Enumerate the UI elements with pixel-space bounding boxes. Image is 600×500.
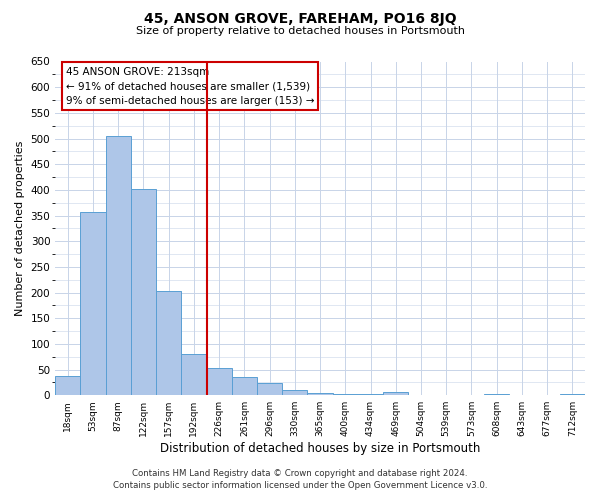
Text: Contains HM Land Registry data © Crown copyright and database right 2024.
Contai: Contains HM Land Registry data © Crown c… <box>113 468 487 490</box>
Y-axis label: Number of detached properties: Number of detached properties <box>15 140 25 316</box>
Bar <box>282 390 307 395</box>
Bar <box>55 376 80 395</box>
Bar <box>358 394 383 395</box>
Bar <box>156 291 181 395</box>
Text: Size of property relative to detached houses in Portsmouth: Size of property relative to detached ho… <box>136 26 464 36</box>
Bar <box>332 394 358 395</box>
Bar <box>80 212 106 395</box>
Bar <box>257 384 282 395</box>
Bar <box>560 394 585 395</box>
Bar <box>307 392 332 395</box>
Bar <box>181 354 206 395</box>
Bar <box>131 190 156 395</box>
Bar <box>232 377 257 395</box>
Bar <box>206 368 232 395</box>
Bar <box>383 392 409 395</box>
Bar <box>484 394 509 395</box>
X-axis label: Distribution of detached houses by size in Portsmouth: Distribution of detached houses by size … <box>160 442 480 455</box>
Text: 45 ANSON GROVE: 213sqm
← 91% of detached houses are smaller (1,539)
9% of semi-d: 45 ANSON GROVE: 213sqm ← 91% of detached… <box>66 66 314 106</box>
Text: 45, ANSON GROVE, FAREHAM, PO16 8JQ: 45, ANSON GROVE, FAREHAM, PO16 8JQ <box>143 12 457 26</box>
Bar <box>106 136 131 395</box>
